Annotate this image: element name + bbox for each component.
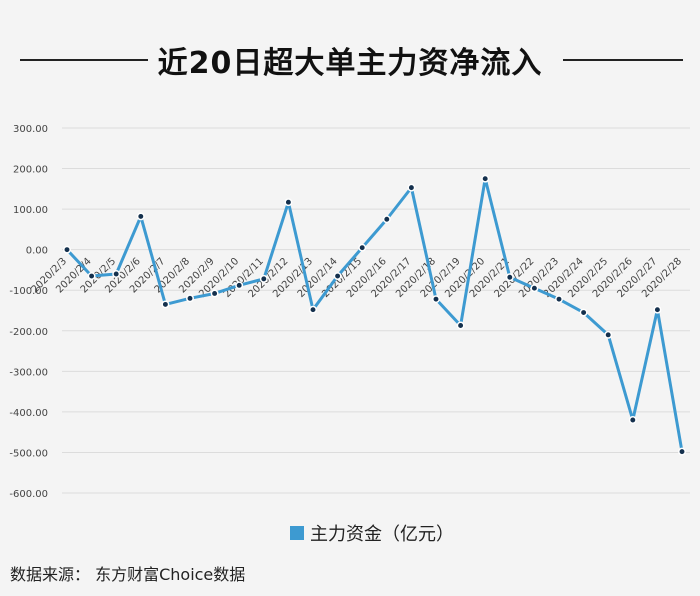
y-tick-label: 300.00 — [13, 124, 48, 135]
data-point — [456, 321, 465, 330]
data-point — [259, 274, 268, 283]
legend-label: 主力资金（亿元） — [310, 524, 454, 545]
source-note: 数据来源： 东方财富Choice数据 — [10, 565, 246, 584]
y-tick-label: -400.00 — [9, 408, 48, 419]
data-point — [309, 305, 317, 314]
legend-swatch — [290, 526, 304, 540]
y-tick-label: -200.00 — [9, 327, 48, 338]
data-point — [333, 272, 342, 280]
y-axis-ticks: 300.00 200.00 100.00 0.00 -100.00 -200.00 -300… — [9, 124, 48, 500]
title-block: 近20日超大单主力资净流入 — [0, 38, 700, 81]
data-point — [382, 215, 391, 224]
data-point — [112, 270, 121, 278]
data-point — [210, 289, 219, 298]
data-point — [481, 174, 490, 183]
y-tick-label: -300.00 — [9, 367, 48, 378]
data-point — [186, 294, 194, 303]
data-point — [628, 416, 637, 424]
legend: 主力资金（亿元） — [290, 523, 454, 545]
data-point — [407, 183, 416, 192]
series-line — [63, 174, 686, 456]
title-rule-right — [563, 59, 683, 61]
data-point — [284, 198, 293, 207]
data-point — [604, 330, 613, 339]
data-point — [63, 245, 71, 254]
data-point — [432, 295, 440, 304]
data-point — [678, 447, 686, 456]
x-axis-ticks: 2020/2/32020/2/42020/2/52020/2/62020/2/7… — [30, 256, 685, 300]
y-tick-label: 0.00 — [26, 246, 48, 257]
chart-title: 近20日超大单主力资净流入 — [157, 46, 543, 81]
data-point — [87, 272, 96, 280]
y-tick-label: 200.00 — [13, 165, 48, 176]
data-point — [136, 212, 145, 221]
data-point — [358, 243, 367, 252]
data-point — [530, 284, 539, 293]
y-tick-label: -600.00 — [9, 489, 48, 500]
data-point — [235, 281, 244, 290]
gridlines — [62, 127, 690, 494]
series-path — [65, 177, 684, 452]
data-point — [161, 300, 170, 309]
y-tick-label: 100.00 — [13, 205, 48, 216]
data-point — [555, 295, 563, 304]
title-rule-left — [20, 59, 148, 61]
data-point — [653, 305, 662, 314]
data-point — [579, 308, 588, 317]
y-tick-label: -500.00 — [9, 448, 48, 459]
data-point — [505, 273, 514, 282]
y-tick-label: -100.00 — [9, 286, 48, 297]
